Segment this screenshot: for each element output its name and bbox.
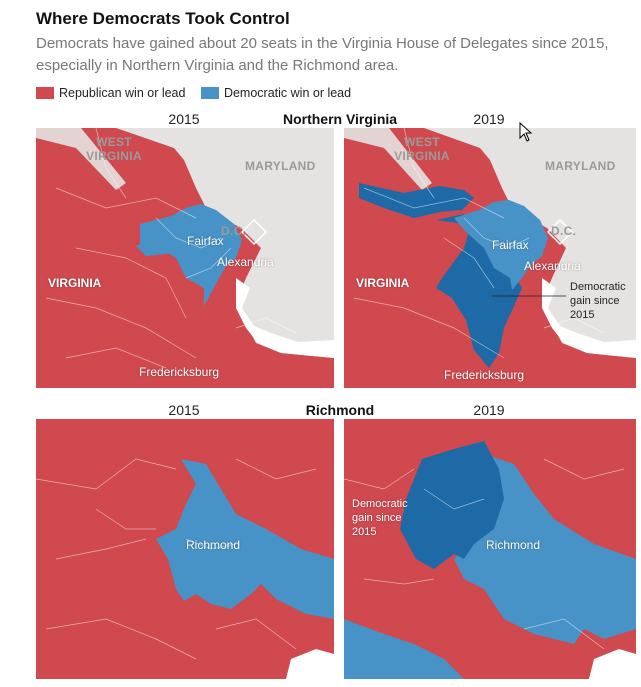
legend-label-republican: Republican win or lead: [59, 86, 186, 100]
label-virginia: VIRGINIA: [48, 276, 102, 290]
label-dc: D.C.: [221, 224, 247, 238]
section-title-richmond: Richmond: [305, 402, 375, 418]
legend-label-democratic: Democratic win or lead: [223, 86, 352, 100]
section-title-northern-virginia: Northern Virginia: [282, 111, 398, 127]
label-maryland: MARYLAND: [245, 159, 316, 173]
mouse-pointer-icon: [519, 122, 533, 142]
democratic-swatch: [200, 87, 219, 99]
legend-item-democratic: Democratic win or lead: [200, 86, 352, 100]
richmond-2019-year: 2019: [473, 402, 505, 418]
richmond-2015-year: 2015: [168, 402, 200, 418]
map-richmond-2019: Democratic gain since 2015 Richmond: [344, 419, 636, 679]
nova-2019-year: 2019: [473, 111, 505, 127]
legend: Republican win or lead Democratic win or…: [36, 86, 363, 102]
map-richmond-2015: Richmond: [36, 419, 334, 679]
label-fredericksburg: Fredericksburg: [444, 368, 525, 382]
annotation-democratic-gain: Democratic gain since 2015: [570, 281, 626, 321]
map-northern-virginia-2019: WEST VIRGINIA MARYLAND D.C. VIRGINIA Fai…: [344, 128, 636, 388]
label-maryland: MARYLAND: [545, 159, 616, 173]
annotation-democratic-gain: Democratic gain since 2015: [352, 498, 408, 538]
page-subtitle: Democrats have gained about 20 seats in …: [36, 35, 609, 74]
label-fredericksburg: Fredericksburg: [139, 365, 220, 379]
label-dc: D.C.: [551, 224, 577, 238]
legend-item-republican: Republican win or lead: [36, 86, 185, 100]
republican-swatch: [36, 87, 54, 99]
label-richmond: Richmond: [486, 538, 541, 552]
label-alexandria: Alexandria: [524, 259, 581, 273]
page-title: Where Democrats Took Control: [36, 9, 290, 28]
map-northern-virginia-2015: WEST VIRGINIA MARYLAND D.C. VIRGINIA Fai…: [36, 128, 334, 388]
label-alexandria: Alexandria: [217, 255, 274, 269]
label-richmond: Richmond: [186, 538, 241, 552]
label-west-virginia: WEST VIRGINIA: [394, 135, 450, 163]
label-fairfax: Fairfax: [187, 234, 224, 248]
nova-2015-year: 2015: [168, 111, 200, 127]
label-virginia: VIRGINIA: [356, 276, 410, 290]
label-fairfax: Fairfax: [492, 238, 529, 252]
label-west-virginia: WEST VIRGINIA: [86, 135, 142, 163]
